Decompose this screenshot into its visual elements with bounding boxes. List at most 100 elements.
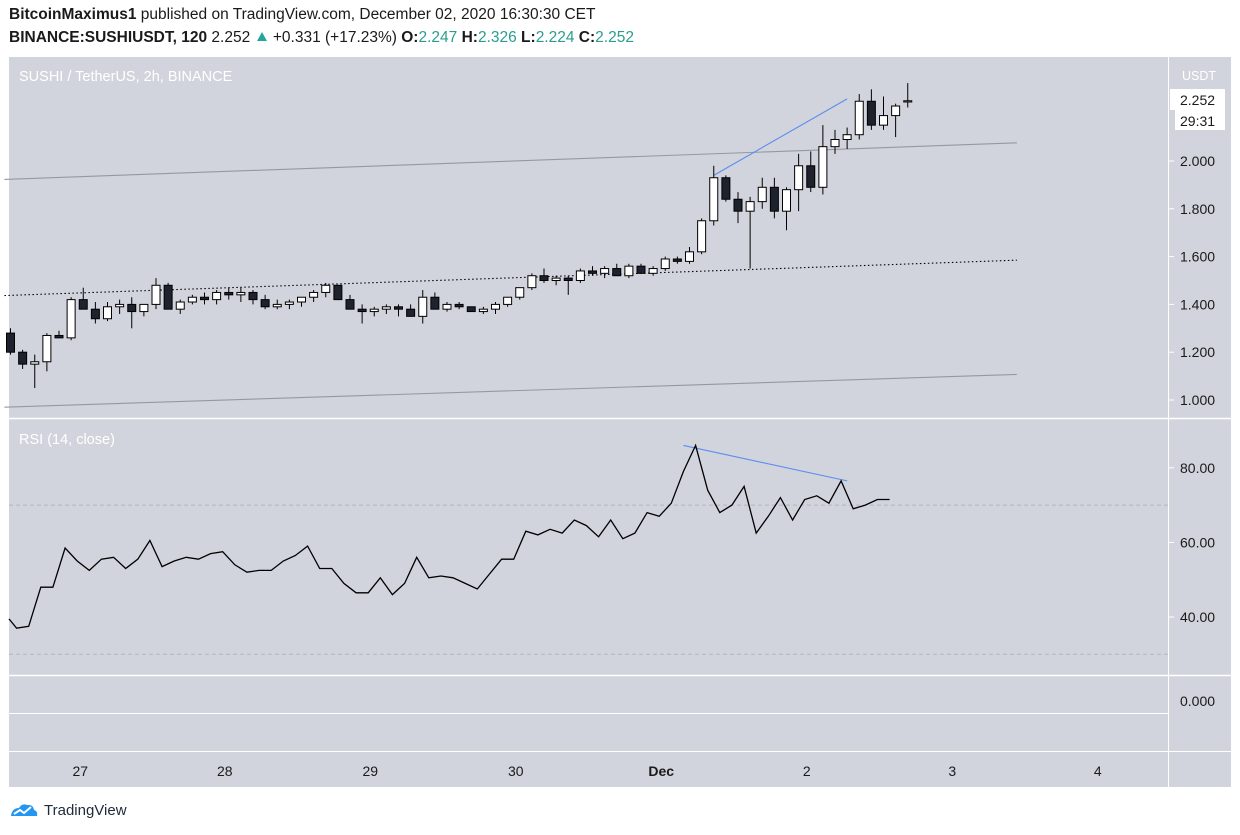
symbol-line: BINANCE:SUSHIUSDT, 120 2.252 +0.331 (+17… (9, 29, 634, 47)
candle-body (236, 291, 246, 296)
candle-body (527, 275, 537, 289)
price-tick-label: 1.200 (1180, 344, 1215, 360)
time-tick-label: Dec (648, 763, 674, 779)
time-axis-background[interactable] (9, 752, 1168, 787)
close-value: 2.252 (595, 29, 634, 46)
time-tick-label: 4 (1094, 763, 1102, 779)
candle-body (672, 258, 682, 262)
candle-body (272, 303, 282, 308)
low-value: 2.224 (535, 29, 575, 46)
trend-line (4, 259, 1017, 297)
candle-body (842, 134, 852, 140)
candle-body (454, 303, 464, 308)
candle-body (854, 100, 864, 136)
tradingview-logo[interactable]: TradingView (9, 800, 127, 820)
rsi-pane-title: RSI (14, close) (19, 432, 115, 448)
candle-body (394, 306, 403, 310)
candle-body (200, 296, 209, 301)
candle-body (6, 332, 15, 353)
bar-countdown: 29:31 (1180, 113, 1215, 129)
candle-body (309, 291, 319, 298)
candle-body (442, 303, 452, 310)
candle-body (624, 265, 634, 277)
open-label: O: (401, 29, 419, 46)
candle-body (588, 270, 597, 274)
candle-body (709, 177, 719, 222)
time-tick-label: 27 (72, 763, 88, 779)
candle-body (127, 303, 137, 313)
currency-label: USDT (1182, 69, 1216, 83)
candle-body (515, 287, 525, 298)
price-tick-label: 1.400 (1180, 296, 1215, 312)
trend-line (4, 142, 1017, 180)
candle-body (103, 306, 112, 320)
time-tick-label: 30 (508, 763, 524, 779)
candle-body (879, 115, 888, 126)
candle-body (806, 165, 816, 188)
last-price-value: 2.252 (1180, 92, 1215, 108)
open-value: 2.247 (418, 29, 458, 46)
author-name[interactable]: BitcoinMaximus1 (9, 6, 137, 23)
publish-line: BitcoinMaximus1 published on TradingView… (9, 6, 595, 24)
candle-body (78, 299, 88, 310)
candle-body (745, 201, 755, 212)
candle-body (212, 291, 222, 301)
candle-body (248, 291, 258, 301)
candle-body (551, 277, 561, 281)
rsi-pane-background (9, 419, 1168, 675)
candle-body (891, 105, 901, 117)
candle-body (260, 299, 270, 308)
rsi-tick-label: 60.00 (1180, 534, 1215, 550)
tradingview-logo-icon (11, 804, 38, 816)
price-tick-label: 1.000 (1180, 392, 1215, 408)
rsi-tick-label: 80.00 (1180, 460, 1215, 476)
high-label: H: (461, 29, 478, 46)
price-value: 2.252 (211, 29, 251, 46)
candle-body (42, 334, 52, 363)
rsi-series-line (8, 443, 890, 629)
candle-body (333, 284, 343, 301)
candle-body (151, 284, 161, 305)
rsi-tick-label: 40.00 (1180, 609, 1215, 625)
candle-body (660, 258, 670, 270)
candle-body (563, 277, 573, 281)
last-price-badge (1170, 89, 1225, 110)
publish-info: published on TradingView.com, December 0… (140, 6, 596, 23)
candle-body (284, 301, 294, 305)
main-pane-title: SUSHI / TetherUS, 2h, BINANCE (19, 69, 233, 85)
tradingview-brand: TradingView (44, 801, 127, 819)
price-tick-label: 1.600 (1180, 249, 1215, 265)
candle-body (381, 306, 391, 310)
candle-body (345, 299, 355, 310)
candle-body (54, 334, 64, 339)
candle-body (478, 308, 488, 313)
candle-body (90, 308, 100, 320)
candle-body (491, 303, 500, 310)
candle-body (30, 361, 40, 365)
close-label: C: (578, 29, 596, 46)
candle-body (18, 351, 28, 365)
price-axis-background[interactable] (1169, 57, 1231, 787)
candle-body (369, 308, 379, 313)
candle-body (163, 284, 173, 310)
candle-body (685, 251, 694, 262)
time-tick-label: 2 (803, 763, 811, 779)
candle-body (782, 189, 791, 212)
candle-body (321, 284, 331, 293)
symbol-label: BINANCE:SUSHIUSDT, 120 (9, 29, 208, 46)
candle-body (224, 291, 234, 296)
candle-body (575, 270, 585, 282)
high-value: 2.326 (477, 29, 517, 46)
candle-body (830, 138, 840, 148)
up-triangle-icon (256, 32, 267, 41)
candle-body (903, 100, 913, 103)
candle-body (648, 268, 658, 274)
candle-body (697, 220, 707, 253)
candle-body (539, 275, 549, 282)
trend-line (713, 98, 848, 176)
candle-body (600, 268, 610, 274)
time-tick-label: 28 (217, 763, 233, 779)
main-pane-background (9, 57, 1168, 418)
candle-body (721, 177, 731, 200)
